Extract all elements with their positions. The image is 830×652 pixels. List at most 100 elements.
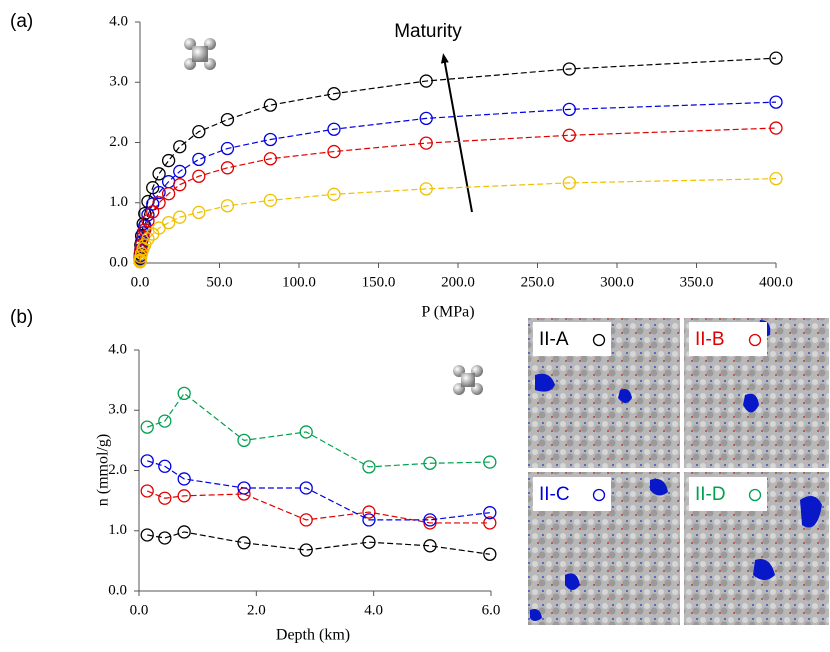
data-point <box>327 187 341 201</box>
data-point <box>299 481 313 495</box>
snapshot-images <box>528 318 829 625</box>
data-point <box>138 223 152 237</box>
x-tick-label: 250.0 <box>521 274 555 290</box>
data-point <box>140 454 154 468</box>
legend-background <box>689 477 767 511</box>
data-point <box>192 169 206 183</box>
data-point <box>140 528 154 542</box>
data-point <box>220 141 235 156</box>
data-point <box>141 232 155 246</box>
x-tick-label: 200.0 <box>441 274 475 290</box>
legend-marker <box>592 488 606 502</box>
data-point <box>161 215 176 230</box>
series-line <box>139 127 777 262</box>
data-point <box>263 193 278 207</box>
data-point <box>173 164 187 179</box>
data-point <box>152 196 166 210</box>
y-tick-label: 1.0 <box>109 194 128 210</box>
data-point <box>158 531 172 545</box>
x-tick-label: 2.0 <box>247 602 266 618</box>
data-point <box>562 102 576 117</box>
data-point <box>161 153 176 168</box>
data-point <box>299 543 313 557</box>
data-point <box>263 152 278 166</box>
legend-marker <box>748 488 762 502</box>
data-point <box>177 489 191 503</box>
molecule-icon <box>453 365 483 395</box>
molecule-icon <box>184 38 216 70</box>
data-point <box>237 536 251 550</box>
series-line <box>139 101 777 262</box>
legend-entry: II-C <box>533 477 611 511</box>
data-point <box>192 205 206 220</box>
legend-marker <box>748 333 762 347</box>
data-point <box>220 112 235 127</box>
data-point <box>423 456 437 470</box>
data-point <box>423 516 437 530</box>
data-point <box>152 167 166 181</box>
legend-label: II-A <box>539 329 569 350</box>
legend-label: II-C <box>539 484 570 505</box>
data-point <box>237 433 251 448</box>
series-line <box>139 57 777 261</box>
x-tick-label: 150.0 <box>362 274 396 290</box>
data-point <box>138 238 152 252</box>
y-tick-label: 3.0 <box>109 74 128 90</box>
y-tick-label: 4.0 <box>109 13 128 29</box>
data-point <box>769 95 783 109</box>
data-point <box>173 140 187 154</box>
data-point <box>161 187 176 201</box>
series-line <box>139 178 777 262</box>
legend-background <box>689 322 767 356</box>
data-point <box>327 122 341 136</box>
legend-background <box>533 322 611 356</box>
data-point <box>769 171 783 186</box>
data-point <box>327 87 341 101</box>
data-point <box>769 121 783 135</box>
data-point <box>362 505 376 519</box>
data-point <box>152 185 166 200</box>
data-point <box>158 459 172 473</box>
data-point <box>263 132 278 147</box>
x-tick-label: 350.0 <box>680 274 714 290</box>
panel-label: (a) <box>10 11 33 32</box>
data-point <box>173 178 187 192</box>
data-point <box>562 128 576 142</box>
legend-background <box>533 477 611 511</box>
legend-label: II-B <box>695 329 725 350</box>
data-point <box>220 161 235 175</box>
data-point <box>237 481 251 495</box>
y-axis-label: n (mmol/g) <box>95 434 112 506</box>
data-point <box>769 51 783 65</box>
x-tick-label: 0.0 <box>131 274 150 290</box>
data-point <box>177 386 191 401</box>
y-tick-label: 0.0 <box>109 254 128 270</box>
series-line <box>147 531 490 555</box>
data-point <box>299 425 313 439</box>
data-point <box>483 455 497 469</box>
x-tick-label: 6.0 <box>482 602 501 618</box>
data-point <box>483 506 497 520</box>
data-point <box>362 513 376 527</box>
data-point <box>158 414 172 428</box>
y-tick-label: 0.0 <box>108 582 127 598</box>
data-point <box>562 176 576 190</box>
data-point <box>263 98 278 112</box>
x-tick-label: 400.0 <box>759 274 793 290</box>
data-point <box>419 111 433 126</box>
data-point <box>419 74 433 88</box>
data-point <box>146 205 160 219</box>
x-axis-label: P (MPa) <box>421 304 474 321</box>
data-point <box>146 197 160 211</box>
y-tick-label: 4.0 <box>108 341 127 357</box>
data-point <box>423 539 437 553</box>
data-point <box>220 199 235 213</box>
maturity-arrow <box>440 53 473 213</box>
y-tick-label: 1.0 <box>108 522 127 538</box>
series-line <box>146 490 490 524</box>
y-tick-label: 2.0 <box>109 134 128 150</box>
data-point <box>362 460 376 474</box>
chart: 0.0 50.0 100.0 150.0 200.0 250.0 300.0 350.0 400… <box>10 11 793 321</box>
data-point <box>140 420 154 434</box>
